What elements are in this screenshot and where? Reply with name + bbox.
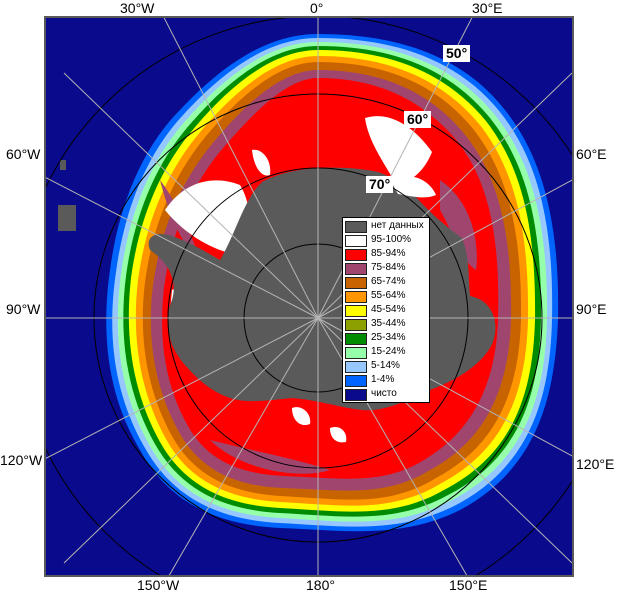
legend-item: 95-100%	[345, 234, 429, 248]
lon-label-120e: 120°E	[576, 456, 615, 472]
lon-label-90w: 90°W	[6, 301, 41, 317]
ice-patch-95-100	[330, 426, 347, 443]
legend-item: нет данных	[345, 220, 429, 234]
legend-swatch	[345, 305, 367, 317]
legend-swatch	[345, 221, 367, 233]
legend-item: 5-14%	[345, 360, 429, 374]
legend-item: 85-94%	[345, 248, 429, 262]
concentration-legend: нет данных 95-100% 85-94% 75-84% 65-74% 55-64…	[342, 217, 430, 403]
legend-item: 75-84%	[345, 262, 429, 276]
lon-label-90e: 90°E	[576, 301, 607, 317]
legend-label: 45-54%	[371, 304, 406, 315]
legend-label: 95-100%	[371, 234, 412, 245]
lon-label-30e: 30°E	[472, 0, 503, 16]
ice-patch-95-100	[365, 116, 432, 183]
lon-label-180: 180°	[306, 577, 335, 593]
legend-label: 75-84%	[371, 262, 406, 273]
lon-label-150w: 150°W	[137, 577, 180, 593]
lon-label-0: 0°	[310, 0, 324, 16]
legend-swatch	[345, 347, 367, 359]
legend-swatch	[345, 249, 367, 261]
lon-label-120w: 120°W	[0, 452, 43, 468]
legend-item: 25-34%	[345, 332, 429, 346]
legend-item: 15-24%	[345, 346, 429, 360]
map-frame	[44, 16, 574, 577]
legend-swatch	[345, 375, 367, 387]
ice-patch-95-100	[165, 180, 250, 255]
legend-label: 55-64%	[371, 290, 406, 301]
legend-item: 65-74%	[345, 276, 429, 290]
legend-item: 55-64%	[345, 290, 429, 304]
legend-swatch	[345, 319, 367, 331]
legend-label: 35-44%	[371, 318, 406, 329]
legend-label: 1-4%	[371, 374, 395, 385]
legend-label: 85-94%	[371, 248, 406, 259]
ice-patch-75-84	[210, 440, 330, 474]
lat-label-50: 50°	[443, 45, 471, 62]
lat-label-60: 60°	[404, 111, 432, 128]
legend-item: 35-44%	[345, 318, 429, 332]
land-patch	[60, 160, 66, 170]
ice-patch-95-100	[252, 149, 271, 176]
legend-label: чисто	[371, 388, 397, 399]
ice-patch-95-100	[390, 175, 436, 198]
legend-item: чисто	[345, 388, 429, 402]
ice-patch-95-100	[292, 407, 311, 426]
legend-item: 1-4%	[345, 374, 429, 388]
legend-label: 65-74%	[371, 276, 406, 287]
legend-label: нет данных	[371, 220, 424, 231]
legend-label: 15-24%	[371, 346, 406, 357]
legend-swatch	[345, 361, 367, 373]
legend-label: 5-14%	[371, 360, 400, 371]
legend-swatch	[345, 235, 367, 247]
legend-swatch	[345, 263, 367, 275]
lon-label-30w: 30°W	[120, 0, 155, 16]
legend-swatch	[345, 291, 367, 303]
lon-label-60e: 60°E	[576, 146, 607, 162]
lat-label-70: 70°	[366, 176, 394, 193]
legend-item: 45-54%	[345, 304, 429, 318]
legend-swatch	[345, 389, 367, 401]
legend-swatch	[345, 277, 367, 289]
lon-label-150e: 150°E	[449, 577, 488, 593]
lon-label-60w: 60°W	[6, 146, 41, 162]
land-patch	[58, 205, 76, 231]
legend-swatch	[345, 333, 367, 345]
ice-patch-75-84	[440, 180, 477, 270]
legend-label: 25-34%	[371, 332, 406, 343]
